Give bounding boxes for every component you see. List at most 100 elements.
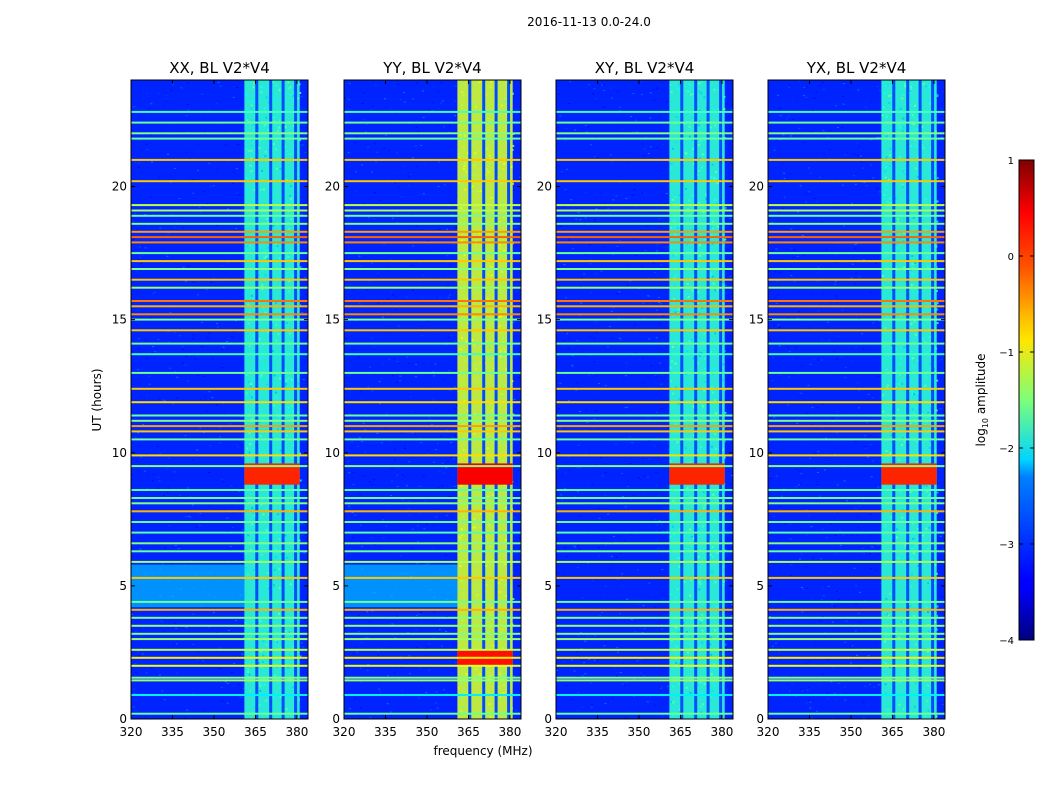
noise-cell <box>843 225 846 227</box>
noise-cell <box>210 186 213 188</box>
noise-cell <box>937 418 940 420</box>
noise-cell <box>224 144 227 146</box>
noise-cell <box>361 546 364 548</box>
band-noise-cell <box>501 459 504 462</box>
band-noise-cell <box>511 148 514 151</box>
noise-cell <box>172 402 174 404</box>
noise-cell <box>375 161 378 163</box>
noise-cell <box>660 688 663 689</box>
noise-cell <box>451 203 454 205</box>
band-noise-cell <box>711 227 714 230</box>
band-noise-cell <box>465 340 468 343</box>
band-noise-cell <box>512 144 515 147</box>
band-noise-cell <box>489 141 492 144</box>
band-noise-cell <box>288 332 291 335</box>
band-noise-cell <box>503 99 506 102</box>
noise-cell <box>654 376 657 378</box>
band-noise-cell <box>710 688 713 691</box>
noise-cell <box>650 365 653 367</box>
noise-cell <box>241 116 243 118</box>
band-noise-cell <box>690 93 692 96</box>
noise-cell <box>167 341 170 343</box>
noise-cell <box>841 96 844 97</box>
band-noise-cell <box>253 570 256 573</box>
band-noise-cell <box>263 256 265 259</box>
noise-cell <box>607 513 610 515</box>
noise-cell <box>801 458 804 460</box>
noise-cell <box>835 417 838 419</box>
noise-cell <box>425 648 428 650</box>
noise-cell <box>231 514 234 516</box>
noise-cell <box>194 631 197 633</box>
noise-cell <box>826 108 829 110</box>
noise-cell <box>563 484 566 486</box>
band-noise-cell <box>248 394 251 397</box>
noise-cell <box>517 393 520 395</box>
band-noise-cell <box>675 652 678 655</box>
band-noise-cell <box>258 147 261 150</box>
noise-cell <box>618 109 621 111</box>
band-noise-cell <box>723 95 726 98</box>
noise-cell <box>375 499 378 501</box>
noise-cell <box>801 690 804 692</box>
noise-cell <box>783 196 786 198</box>
noise-cell <box>515 117 518 119</box>
noise-cell <box>832 124 835 126</box>
noise-cell <box>350 716 353 718</box>
noise-cell <box>621 585 624 587</box>
noise-cell <box>395 152 398 154</box>
noise-cell <box>797 505 800 506</box>
noise-cell <box>203 130 206 132</box>
noise-cell <box>400 196 403 198</box>
band-noise-cell <box>266 97 269 100</box>
band-noise-cell <box>691 239 694 242</box>
noise-cell <box>775 248 778 250</box>
band-noise-cell <box>296 283 299 286</box>
band-noise-cell <box>472 526 475 529</box>
noise-cell <box>374 84 377 86</box>
noise-cell <box>442 379 445 381</box>
band-noise-cell <box>722 376 725 379</box>
noise-cell <box>775 642 777 644</box>
band-noise-cell <box>275 302 278 304</box>
noise-cell <box>611 564 614 566</box>
noise-cell <box>661 686 664 688</box>
noise-cell <box>804 326 807 328</box>
noise-cell <box>649 117 652 119</box>
band-noise-cell <box>247 675 250 678</box>
noise-cell <box>662 143 665 145</box>
noise-cell <box>817 451 820 453</box>
noise-cell <box>644 208 647 210</box>
noise-cell <box>853 698 856 700</box>
noise-cell <box>803 696 805 698</box>
band-noise-cell <box>723 490 726 493</box>
noise-cell <box>616 245 619 247</box>
noise-cell <box>347 461 350 462</box>
band-noise-cell <box>265 421 268 424</box>
noise-cell <box>151 102 154 103</box>
rfi-line <box>556 502 733 505</box>
noise-cell <box>411 410 414 412</box>
noise-cell <box>354 514 357 516</box>
band-noise-cell <box>669 536 672 539</box>
noise-cell <box>408 611 411 613</box>
noise-cell <box>633 263 636 264</box>
band-noise-cell <box>460 207 463 210</box>
band-noise-cell <box>260 553 263 556</box>
noise-cell <box>225 517 228 519</box>
band-noise-cell <box>692 213 695 216</box>
noise-cell <box>421 126 424 128</box>
noise-cell <box>641 457 644 459</box>
noise-cell <box>805 193 808 194</box>
noise-cell <box>300 142 303 144</box>
noise-cell <box>809 334 812 336</box>
noise-cell <box>617 579 620 580</box>
band-noise-cell <box>502 692 505 695</box>
noise-cell <box>938 501 941 503</box>
x-tick-label: 365 <box>669 725 692 739</box>
band-noise-cell <box>492 575 495 578</box>
noise-cell <box>240 416 243 418</box>
noise-cell <box>237 194 240 196</box>
noise-cell <box>577 692 580 693</box>
band-noise-cell <box>486 447 489 450</box>
